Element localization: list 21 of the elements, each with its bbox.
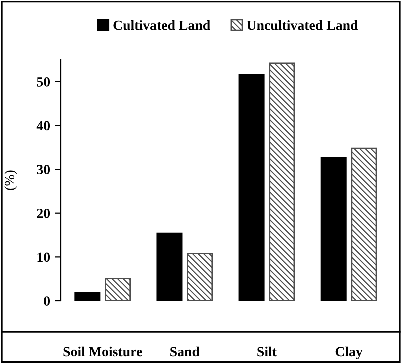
bar bbox=[238, 74, 265, 301]
bar bbox=[74, 292, 101, 301]
y-tick-label: 30 bbox=[37, 165, 50, 174]
x-tick-label: Soil Moisture bbox=[64, 346, 142, 357]
y-axis-title: (%) bbox=[4, 170, 18, 190]
bar bbox=[187, 252, 214, 301]
y-tick-label: 40 bbox=[36, 121, 50, 131]
y-tick-label: 50 bbox=[37, 77, 50, 87]
legend-label: Cultivated Land bbox=[114, 20, 210, 30]
y-tick-label: 0 bbox=[44, 296, 50, 306]
bar bbox=[105, 278, 132, 301]
x-tick-label: Sand bbox=[170, 346, 200, 357]
bar bbox=[269, 62, 296, 301]
bar bbox=[156, 232, 183, 301]
x-tick-label: Silt bbox=[258, 346, 277, 357]
bar bbox=[320, 157, 347, 301]
x-tick-label: Clay bbox=[336, 346, 363, 360]
bar bbox=[351, 148, 378, 301]
y-tick-label: 20 bbox=[37, 208, 50, 218]
y-tick-label: 10 bbox=[38, 252, 50, 262]
legend-label: Uncultivated Land bbox=[247, 20, 358, 30]
